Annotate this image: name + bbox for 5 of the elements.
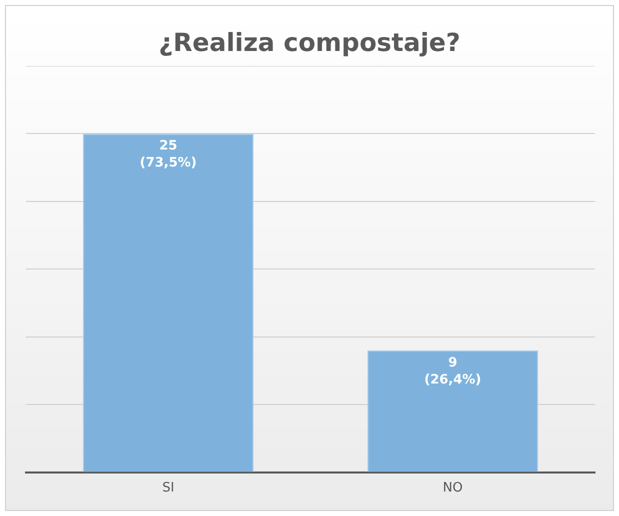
- x-tick-label: NO: [442, 480, 463, 496]
- x-tick-label: SI: [162, 480, 174, 496]
- data-label: 25 (73,5%): [140, 138, 197, 171]
- data-label: 9 (26,4%): [424, 355, 482, 388]
- chart-title: ¿Realiza compostaje?: [158, 28, 462, 57]
